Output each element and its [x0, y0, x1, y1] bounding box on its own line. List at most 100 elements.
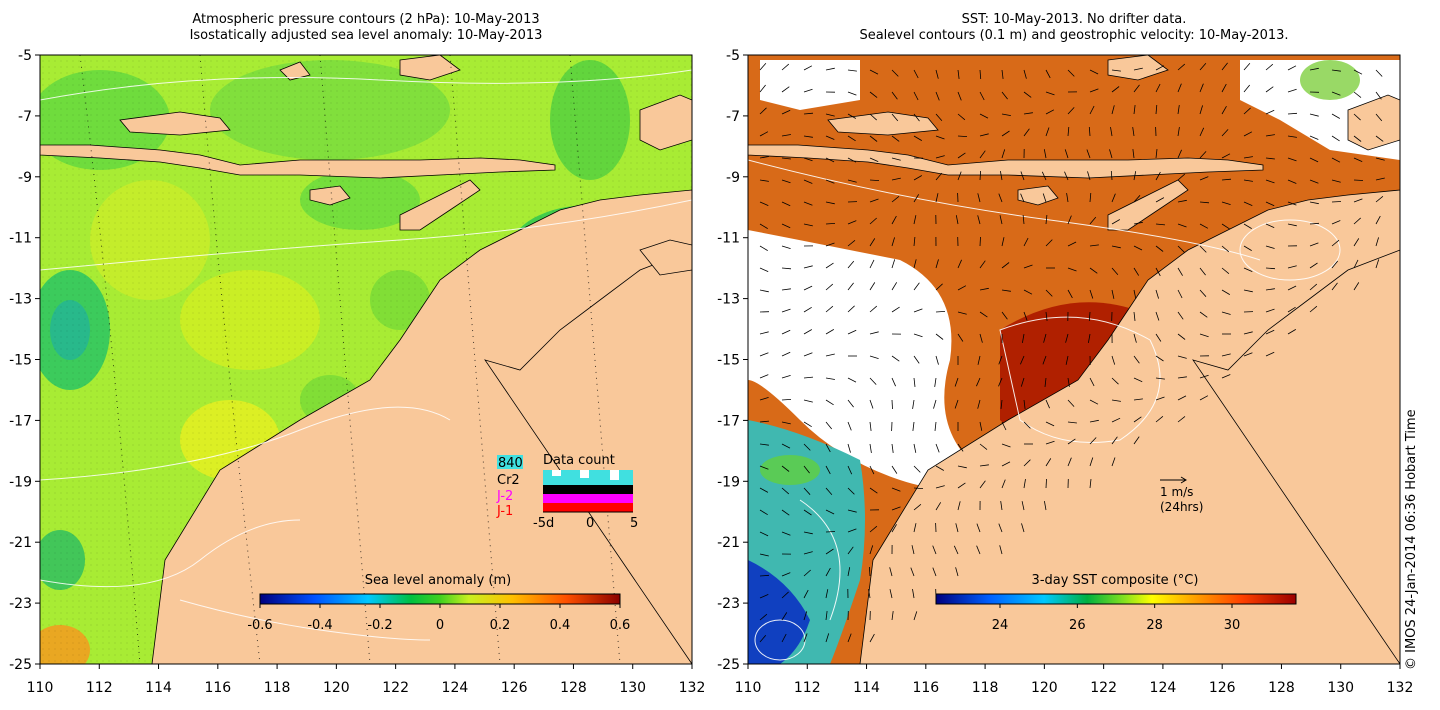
velocity-arrow: [1089, 267, 1098, 274]
velocity-arrow: [1089, 289, 1094, 299]
velocity-arrow: [1042, 193, 1047, 203]
velocity-arrow: [759, 289, 769, 293]
velocity-arrow: [869, 305, 878, 313]
velocity-arrow: [1265, 86, 1274, 93]
velocity-arrow: [869, 238, 876, 247]
lon-tick-label: 112: [794, 680, 821, 696]
velocity-arrow: [1199, 83, 1204, 93]
velocity-arrow: [1177, 267, 1183, 276]
sla-colorbar-label: Sea level anomaly (m): [365, 573, 511, 588]
velocity-arrow: [1243, 84, 1251, 93]
velocity-arrow: [1199, 374, 1209, 379]
velocity-arrow: [1020, 171, 1025, 181]
velocity-arrow: [1133, 436, 1140, 445]
velocity-arrow: [1111, 245, 1121, 249]
velocity-arrow: [1221, 223, 1230, 230]
velocity-arrow: [1133, 195, 1141, 203]
velocity-arrow: [1021, 501, 1025, 511]
velocity-arrow: [781, 399, 792, 401]
velocity-arrow: [825, 589, 829, 599]
velocity-arrow: [847, 399, 854, 408]
velocity-arrow: [1221, 178, 1232, 181]
velocity-arrow: [1133, 398, 1143, 401]
velocity-arrow: [1022, 333, 1025, 343]
left-map: [40, 55, 692, 664]
velocity-arrow: [869, 157, 879, 162]
velocity-arrow: [913, 355, 920, 364]
velocity-arrow: [847, 421, 852, 431]
velocity-arrow: [1353, 217, 1361, 225]
lat-tick-label: -9: [18, 170, 32, 186]
velocity-arrow: [803, 465, 810, 474]
velocity-arrow: [1287, 112, 1298, 115]
velocity-arrow: [847, 305, 855, 313]
lat-tick-label: -11: [9, 231, 32, 247]
velocity-arrow: [1221, 83, 1227, 93]
velocity-arrow: [1088, 333, 1091, 343]
sst-colorbar-label: 3-day SST composite (°C): [1032, 573, 1199, 588]
velocity-arrow: [913, 259, 917, 269]
velocity-arrow: [1375, 69, 1383, 77]
velocity-arrow: [759, 420, 770, 423]
velocity-arrow: [999, 545, 1003, 555]
velocity-arrow: [955, 215, 959, 225]
velocity-arrow: [1221, 245, 1230, 253]
right-map: [748, 55, 1400, 664]
velocity-arrow: [1265, 308, 1275, 313]
velocity-arrow: [1111, 355, 1116, 365]
velocity-arrow: [1265, 179, 1275, 184]
velocity-arrow: [913, 523, 917, 533]
velocity-arrow: [803, 589, 809, 599]
velocity-arrow: [998, 355, 1003, 365]
velocity-arrow: [759, 223, 768, 229]
velocity-arrow: [869, 465, 875, 475]
velocity-arrow: [957, 69, 960, 79]
velocity-arrow: [932, 567, 937, 577]
colorbar-tick-label: 28: [1146, 618, 1163, 633]
velocity-arrow: [825, 305, 834, 313]
velocity-arrow: [1177, 355, 1187, 359]
velocity-arrow: [781, 245, 791, 249]
velocity-arrow: [935, 91, 940, 101]
velocity-arrow: [891, 306, 900, 313]
velocity-arrow: [1089, 457, 1094, 467]
velocity-arrow: [847, 567, 851, 577]
velocity-arrow: [1221, 201, 1231, 205]
velocity-arrow: [913, 487, 924, 489]
velocity-arrow: [913, 113, 920, 122]
velocity-arrow: [1133, 221, 1143, 225]
lon-tick-label: 122: [382, 680, 409, 696]
lat-tick-label: -21: [9, 535, 32, 551]
velocity-arrow: [891, 524, 897, 533]
velocity-arrow: [1221, 353, 1231, 357]
velocity-arrow: [1265, 267, 1276, 270]
velocity-arrow: [759, 352, 769, 357]
velocity-arrow: [759, 107, 767, 115]
lat-tick-label: -5: [18, 48, 32, 64]
velocity-arrow: [1155, 245, 1164, 252]
velocity-arrow: [1177, 395, 1187, 401]
velocity-arrow: [1111, 436, 1118, 445]
lat-tick-label: -5: [726, 48, 740, 64]
velocity-arrow: [1177, 127, 1180, 137]
lat-tick-label: -13: [717, 292, 740, 308]
velocity-arrow: [847, 377, 857, 383]
velocity-arrow: [1331, 201, 1342, 203]
velocity-arrow: [781, 157, 791, 160]
velocity-arrow: [1331, 179, 1341, 183]
velocity-arrow: [977, 215, 981, 225]
velocity-arrow: [825, 179, 835, 184]
velocity-arrow: [825, 242, 835, 247]
velocity-arrow: [1309, 135, 1319, 140]
velocity-arrow: [759, 574, 770, 577]
velocity-arrow: [1133, 67, 1143, 71]
velocity-arrow: [1133, 377, 1143, 383]
velocity-arrow: [957, 333, 964, 342]
velocity-arrow: [1243, 245, 1252, 251]
velocity-arrow: [803, 399, 813, 403]
velocity-arrow: [913, 443, 917, 453]
velocity-arrow: [1023, 69, 1027, 79]
velocity-arrow: [759, 156, 769, 159]
velocity-arrow: [869, 217, 877, 225]
lon-tick-label: 126: [1209, 680, 1236, 696]
